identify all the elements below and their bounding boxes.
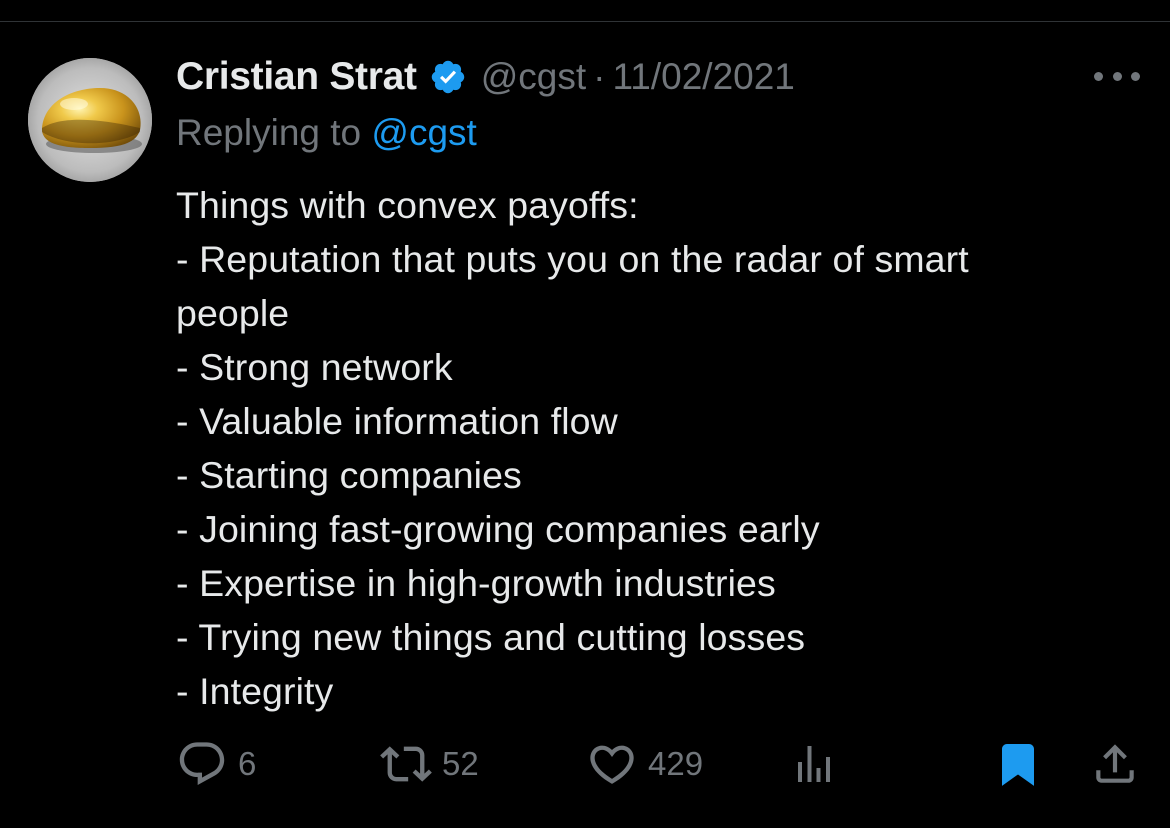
bookmark-icon [1002,744,1034,786]
verified-badge-icon[interactable] [429,58,467,96]
reply-mention-link[interactable]: @cgst [371,112,477,153]
analytics-icon [798,746,830,782]
meta-separator: · [593,56,606,97]
tweet-line: - Expertise in high-growth industries [176,562,776,604]
bookmark-button[interactable] [994,736,1042,792]
tweet-line: people [176,292,290,334]
reply-icon [179,742,225,786]
tweet-line: - Valuable information flow [176,400,618,442]
top-divider [0,21,1170,22]
tweet-header: Cristian Strat @cgst · 11/02/2021 [176,52,795,102]
tweet-line: Things with convex payoffs: [176,184,639,226]
replying-to-label: Replying to [176,112,372,153]
tweet-line: - Strong network [176,346,453,388]
retweet-count: 52 [442,745,479,782]
author-display-name[interactable]: Cristian Strat [176,55,417,98]
tweet-line: - Starting companies [176,454,522,496]
tweet-text: Things with convex payoffs: - Reputation… [176,178,1136,718]
like-count: 429 [648,745,704,782]
avatar[interactable] [28,58,152,182]
more-icon[interactable] [1094,70,1140,82]
tweet-line: - Reputation that puts you on the radar … [176,238,969,280]
like-button[interactable]: 429 [586,736,703,792]
retweet-button[interactable]: 52 [380,736,479,792]
replying-to: Replying to @cgst [176,112,477,154]
tweet-date[interactable]: 11/02/2021 [612,56,795,97]
golden-egg-avatar [28,58,152,182]
action-bar: 6 52 429 [0,736,1170,792]
share-icon [1096,744,1134,783]
tweet-line: - Joining fast-growing companies early [176,508,820,550]
reply-button[interactable]: 6 [176,736,256,792]
analytics-button[interactable] [790,736,838,792]
share-button[interactable] [1090,736,1140,792]
retweet-icon [380,746,432,782]
tweet-line: - Trying new things and cutting losses [176,616,806,658]
heart-icon [590,745,634,784]
author-handle[interactable]: @cgst [480,56,587,97]
reply-count: 6 [238,745,257,782]
tweet-line: - Integrity [176,670,334,712]
